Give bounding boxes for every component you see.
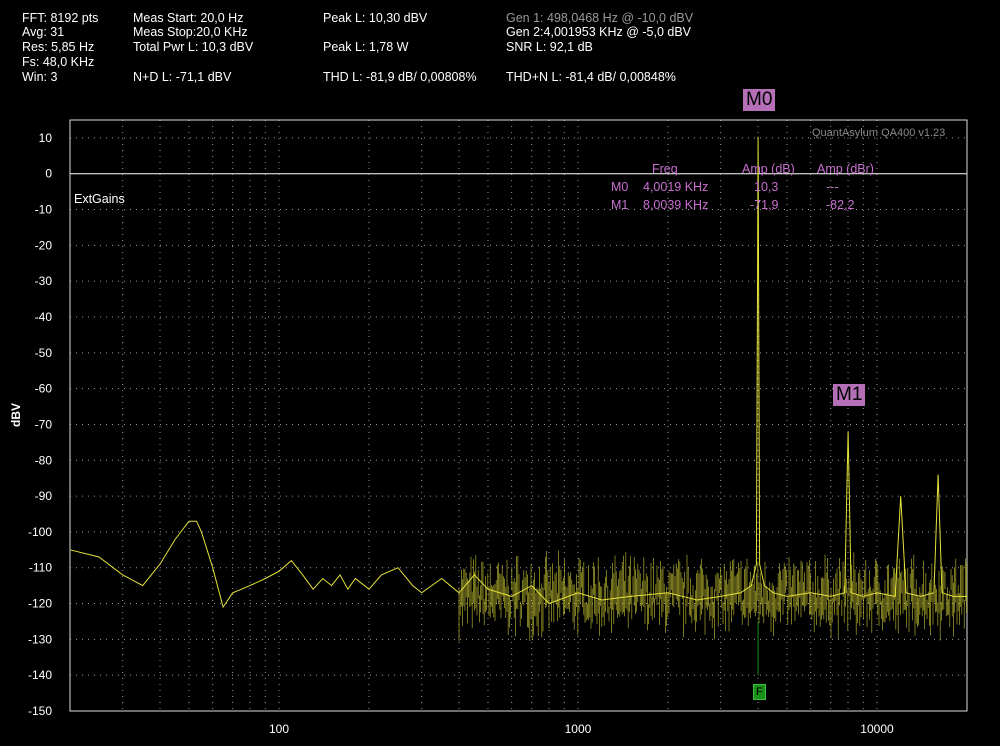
marker-row-ampr: --- [826,180,839,194]
peak-dbv: Peak L: 10,30 dBV [323,11,428,25]
generator-1: Gen 1: 498,0468 Hz @ -10,0 dBV [506,11,694,25]
x-tick-label: 1000 [565,722,592,736]
marker-row-freq: 4,0019 KHz [643,180,709,194]
y-tick-label: -90 [35,489,53,503]
snr-readout: SNR L: 92,1 dB [506,40,593,54]
ext-gains-label: ExtGains [74,192,125,206]
marker-header-ampr: Amp (dBr) [817,162,874,176]
marker-header-amp: Amp (dB) [742,162,795,176]
y-tick-label: -50 [35,346,53,360]
y-tick-label: -80 [35,453,53,467]
watermark: QuantAsylum QA400 v1.23 [812,127,946,139]
marker-row-id: M0 [611,180,629,194]
window-type: Win: 3 [22,70,58,84]
marker-row-id: M1 [611,198,629,212]
y-tick-label: -140 [28,668,52,682]
y-tick-label: -10 [35,203,53,217]
y-tick-label: 10 [39,131,53,145]
generator-2: Gen 2:4,001953 KHz @ -5,0 dBV [506,25,692,39]
x-tick-label: 100 [269,722,289,736]
sample-rate: Fs: 48,0 KHz [22,55,95,69]
plot-frame [69,119,968,712]
y-tick-label: -70 [35,417,53,431]
marker-row-amp: 10,3 [754,180,779,194]
y-tick-label: -120 [28,597,52,611]
y-tick-label: -130 [28,632,52,646]
x-tick-label: 10000 [860,722,894,736]
f-marker-tag[interactable]: F [753,684,766,700]
peak-watts: Peak L: 1,78 W [323,40,409,54]
y-tick-label: -100 [28,525,52,539]
y-tick-label: -60 [35,382,53,396]
marker-header-freq: Freq [652,162,678,176]
y-tick-label: -40 [35,310,53,324]
fft-size: FFT: 8192 pts [22,11,99,25]
y-tick-label: -20 [35,238,53,252]
thd-readout: THD L: -81,9 dB/ 0,00808% [323,70,477,84]
marker-row-freq: 8,0039 KHz [643,198,709,212]
marker-m1-tag[interactable]: M1 [833,384,866,406]
y-tick-label: 0 [45,167,52,181]
y-tick-label: -30 [35,274,53,288]
total-power: Total Pwr L: 10,3 dBV [133,40,254,54]
y-tick-label: -110 [29,561,52,575]
marker-m0-tag[interactable]: M0 [743,89,776,111]
y-tick-label: -150 [28,704,52,718]
marker-row-ampr: -82,2 [826,198,855,212]
y-axis-label: dBV [9,403,23,427]
meas-start: Meas Start: 20,0 Hz [133,11,244,25]
noise-floor-band [458,550,967,642]
noise-distortion: N+D L: -71,1 dBV [133,70,232,84]
thdn-readout: THD+N L: -81,4 dB/ 0,00848% [506,70,676,84]
resolution: Res: 5,85 Hz [22,40,95,54]
meas-stop: Meas Stop:20,0 KHz [133,25,248,39]
marker-row-amp: -71,9 [750,198,779,212]
avg-count: Avg: 31 [22,25,65,39]
